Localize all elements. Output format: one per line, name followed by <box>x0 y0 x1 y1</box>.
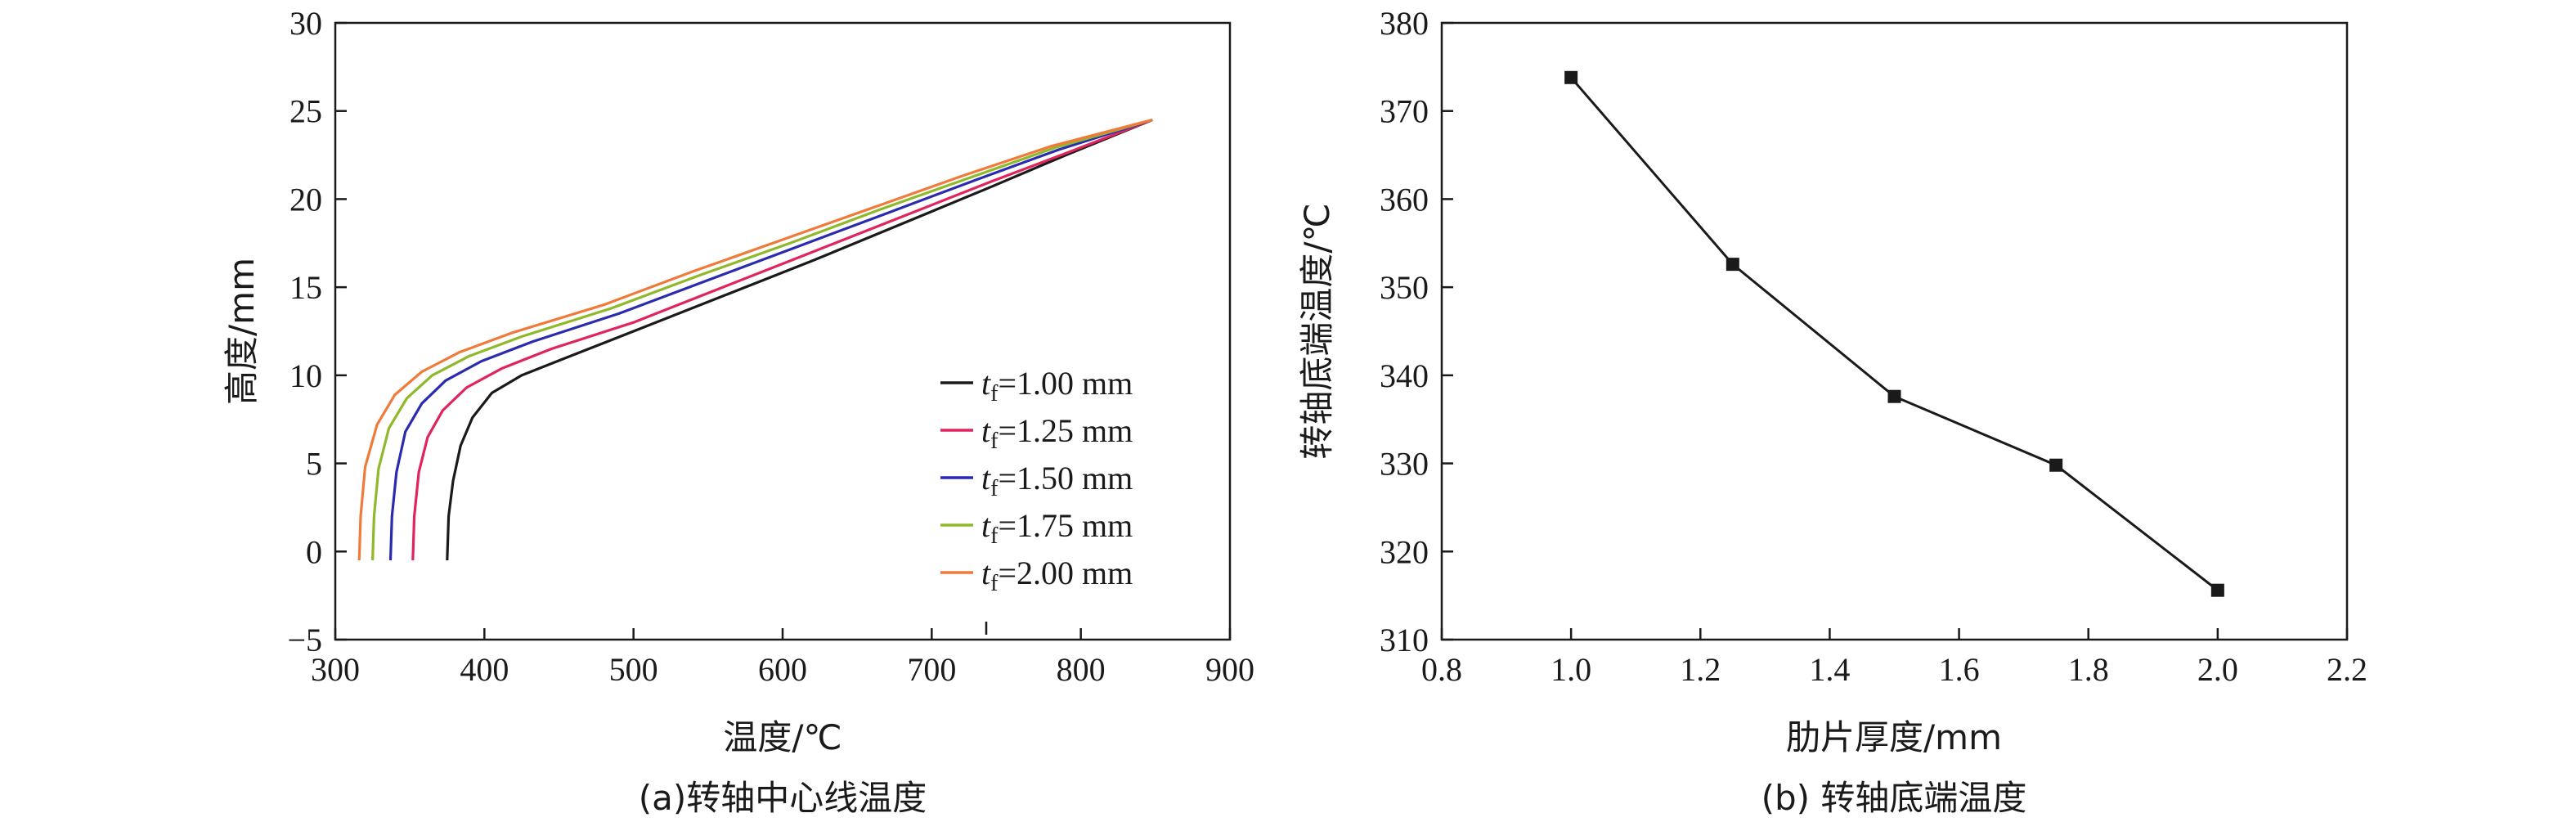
panel-b-y-tick-labels: 310 320 330 340 350 360 370 380 <box>1380 5 1429 658</box>
legend-symbol: t <box>981 555 991 591</box>
legend-subscript: f <box>990 381 999 407</box>
y-tick-label: 5 <box>306 446 322 483</box>
y-tick-label: 30 <box>289 5 322 42</box>
panel-b-caption: (b) 转轴底端温度 <box>1761 778 2027 818</box>
x-tick-label: 800 <box>1057 651 1106 688</box>
y-tick-label: 10 <box>289 357 322 394</box>
x-tick-label: 600 <box>758 651 807 688</box>
panel-a-caption: (a)转轴中心线温度 <box>639 778 927 818</box>
panel-b-x-tick-labels: 0.8 1.0 1.2 1.4 1.6 1.8 2.0 2.2 <box>1421 651 2367 688</box>
x-tick-label: 0.8 <box>1421 651 1462 688</box>
legend-value: =1.50 mm <box>998 460 1133 496</box>
x-tick-label: 500 <box>609 651 658 688</box>
x-tick-label: 700 <box>907 651 956 688</box>
legend-symbol: t <box>981 460 991 496</box>
data-point-5 <box>2210 583 2224 597</box>
y-tick-label: 15 <box>289 269 322 306</box>
x-tick-label: 2.2 <box>2327 651 2367 688</box>
legend-subscript: f <box>990 429 999 454</box>
data-point-1 <box>1564 70 1578 84</box>
legend-subscript: f <box>990 523 999 549</box>
panel-b-bottom-temperature: 0.8 1.0 1.2 1.4 1.6 1.8 2.0 2.2 310 320 330 340 350… <box>1297 5 2367 818</box>
y-tick-label: 20 <box>289 181 322 218</box>
legend-value: =1.75 mm <box>998 507 1133 544</box>
legend-label-3: tf=1.50 mm <box>981 460 1133 501</box>
legend-label-5: tf=2.00 mm <box>981 555 1133 596</box>
legend-symbol: t <box>981 507 991 544</box>
y-tick-label: 25 <box>289 93 322 130</box>
legend-value: =1.00 mm <box>998 365 1133 402</box>
legend-subscript: f <box>990 571 999 596</box>
y-tick-label: 340 <box>1380 357 1429 394</box>
y-tick-label: 380 <box>1380 5 1429 42</box>
series-line-1 <box>446 119 1153 561</box>
panel-b-data-points <box>1564 70 2224 597</box>
legend-label-2: tf=1.25 mm <box>981 412 1133 454</box>
x-tick-label: 900 <box>1205 651 1254 688</box>
panel-a-plot-frame <box>334 21 1232 641</box>
x-tick-label: 1.4 <box>1809 651 1850 688</box>
series-line-2 <box>411 119 1153 561</box>
x-tick-label: 1.8 <box>2068 651 2109 688</box>
series-line-1 <box>1569 76 2219 591</box>
data-point-4 <box>2049 458 2063 472</box>
x-tick-label: 400 <box>460 651 509 688</box>
legend-subscript: f <box>990 476 999 501</box>
panel-b-x-axis-title: 肋片厚度/mm <box>1786 717 2002 757</box>
y-tick-label: −5 <box>287 622 322 658</box>
legend-symbol: t <box>981 412 991 449</box>
x-tick-label: 2.0 <box>2197 651 2238 688</box>
legend-symbol: t <box>981 365 991 402</box>
y-tick-label: 310 <box>1380 622 1429 658</box>
data-point-3 <box>1887 389 1901 403</box>
panel-b-series-line <box>1569 76 2219 591</box>
legend-value: =2.00 mm <box>998 555 1133 591</box>
y-tick-label: 0 <box>306 533 322 570</box>
x-tick-label: 1.0 <box>1551 651 1591 688</box>
panel-a-y-axis-title: 高度/mm <box>222 258 262 405</box>
legend-label-4: tf=1.75 mm <box>981 507 1133 549</box>
panel-a-series-lines <box>357 118 1153 561</box>
series-line-3 <box>388 118 1153 561</box>
legend-label-1: tf=1.00 mm <box>981 365 1133 407</box>
y-tick-label: 330 <box>1380 446 1429 483</box>
series-line-5 <box>357 118 1153 561</box>
panel-a-y-tick-labels: −5 0 5 10 15 20 25 30 <box>287 5 322 658</box>
y-tick-label: 370 <box>1380 93 1429 130</box>
panel-b-y-axis-title: 转轴底端温度/℃ <box>1297 203 1337 459</box>
x-tick-label: 1.6 <box>1939 651 1980 688</box>
series-line-4 <box>371 118 1153 561</box>
panel-b-ticks <box>1440 21 2349 641</box>
x-tick-label: 300 <box>311 651 360 688</box>
y-tick-label: 350 <box>1380 269 1429 306</box>
x-tick-label: 1.2 <box>1680 651 1721 688</box>
panel-a-x-axis-title: 温度/℃ <box>723 717 841 757</box>
panel-b-plot-frame <box>1440 21 2349 641</box>
y-tick-label: 320 <box>1380 533 1429 570</box>
data-point-2 <box>1726 258 1739 272</box>
y-tick-label: 360 <box>1380 181 1429 218</box>
legend-value: =1.25 mm <box>998 412 1133 449</box>
panel-a-ticks <box>334 21 1232 641</box>
panel-a-temperature-profile: 300 400 500 600 700 800 900 −5 0 5 10 15 20 25 30 温度/… <box>222 5 1254 818</box>
panel-a-x-tick-labels: 300 400 500 600 700 800 900 <box>311 651 1254 688</box>
